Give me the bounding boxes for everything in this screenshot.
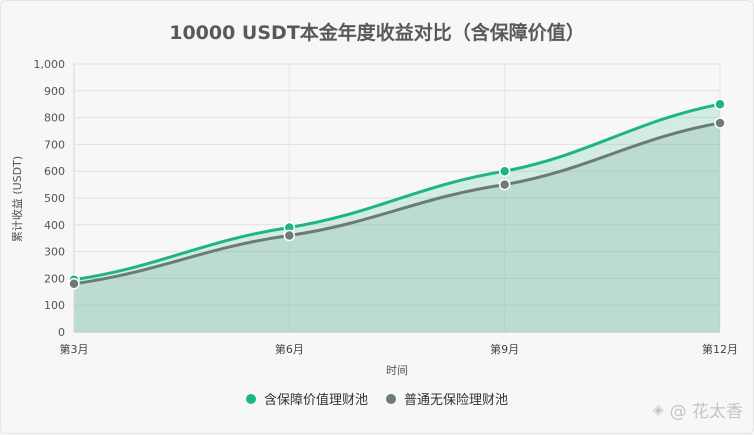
y-tick-label: 900 — [44, 85, 65, 98]
y-tick-labels: 0 100 200 300 400 500 600 700 800 900 1,000 — [34, 58, 66, 339]
x-tick-labels: 第3月 第6月 第9月 第12月 — [60, 342, 739, 356]
y-tick-label: 700 — [44, 138, 65, 151]
line-series-1 — [73, 121, 721, 286]
chart-title: 10000 USDT本金年度收益对比（含保障价值） — [169, 22, 585, 44]
y-tick-label: 800 — [44, 112, 65, 125]
data-point-series-1[interactable] — [68, 278, 80, 290]
y-tick-label: 0 — [58, 326, 65, 339]
diamond-logo-icon: ◈ — [652, 401, 664, 418]
area-fills — [74, 104, 720, 333]
legend-label-regular: 普通无保险理财池 — [404, 393, 509, 408]
y-tick-label: 600 — [44, 165, 65, 178]
legend-dot-regular — [386, 393, 396, 404]
y-axis-label: 累计收益 (USDT) — [10, 156, 24, 242]
line-series-0 — [73, 102, 721, 282]
legend-item-regular[interactable]: 普通无保险理财池 — [386, 389, 508, 408]
series-points — [68, 98, 726, 290]
legend-label-insured: 含保障价值理财池 — [263, 393, 368, 408]
y-tick-label: 300 — [44, 246, 65, 259]
legend-item-insured[interactable]: 含保障价值理财池 — [245, 389, 368, 408]
area-fill-series-1 — [74, 122, 720, 333]
data-point-series-1[interactable] — [714, 117, 726, 129]
legend-dot-insured — [245, 393, 256, 404]
data-point-series-1[interactable] — [498, 178, 511, 191]
x-axis-label: 时间 — [386, 364, 408, 377]
x-tick-label: 第3月 — [60, 342, 89, 356]
data-point-series-1[interactable] — [283, 229, 296, 242]
legend: 含保障价值理财池 普通无保险理财池 — [1, 389, 753, 408]
area-fill-series-0 — [74, 104, 720, 332]
data-point-series-0[interactable] — [498, 165, 511, 177]
y-tick-label: 200 — [44, 272, 65, 285]
y-tick-label: 500 — [44, 192, 65, 205]
x-tick-label: 第6月 — [275, 342, 304, 356]
data-point-series-0[interactable] — [714, 98, 726, 110]
y-tick-label: 400 — [44, 219, 65, 232]
x-tick-label: 第9月 — [490, 342, 519, 356]
y-tick-label: 100 — [44, 299, 65, 312]
y-tick-label: 1,000 — [34, 58, 66, 71]
x-tick-label: 第12月 — [702, 342, 738, 356]
watermark-text: @ 花太香 — [669, 402, 743, 422]
watermark: ◈ @ 花太香 — [652, 397, 743, 423]
series-lines — [73, 102, 721, 286]
